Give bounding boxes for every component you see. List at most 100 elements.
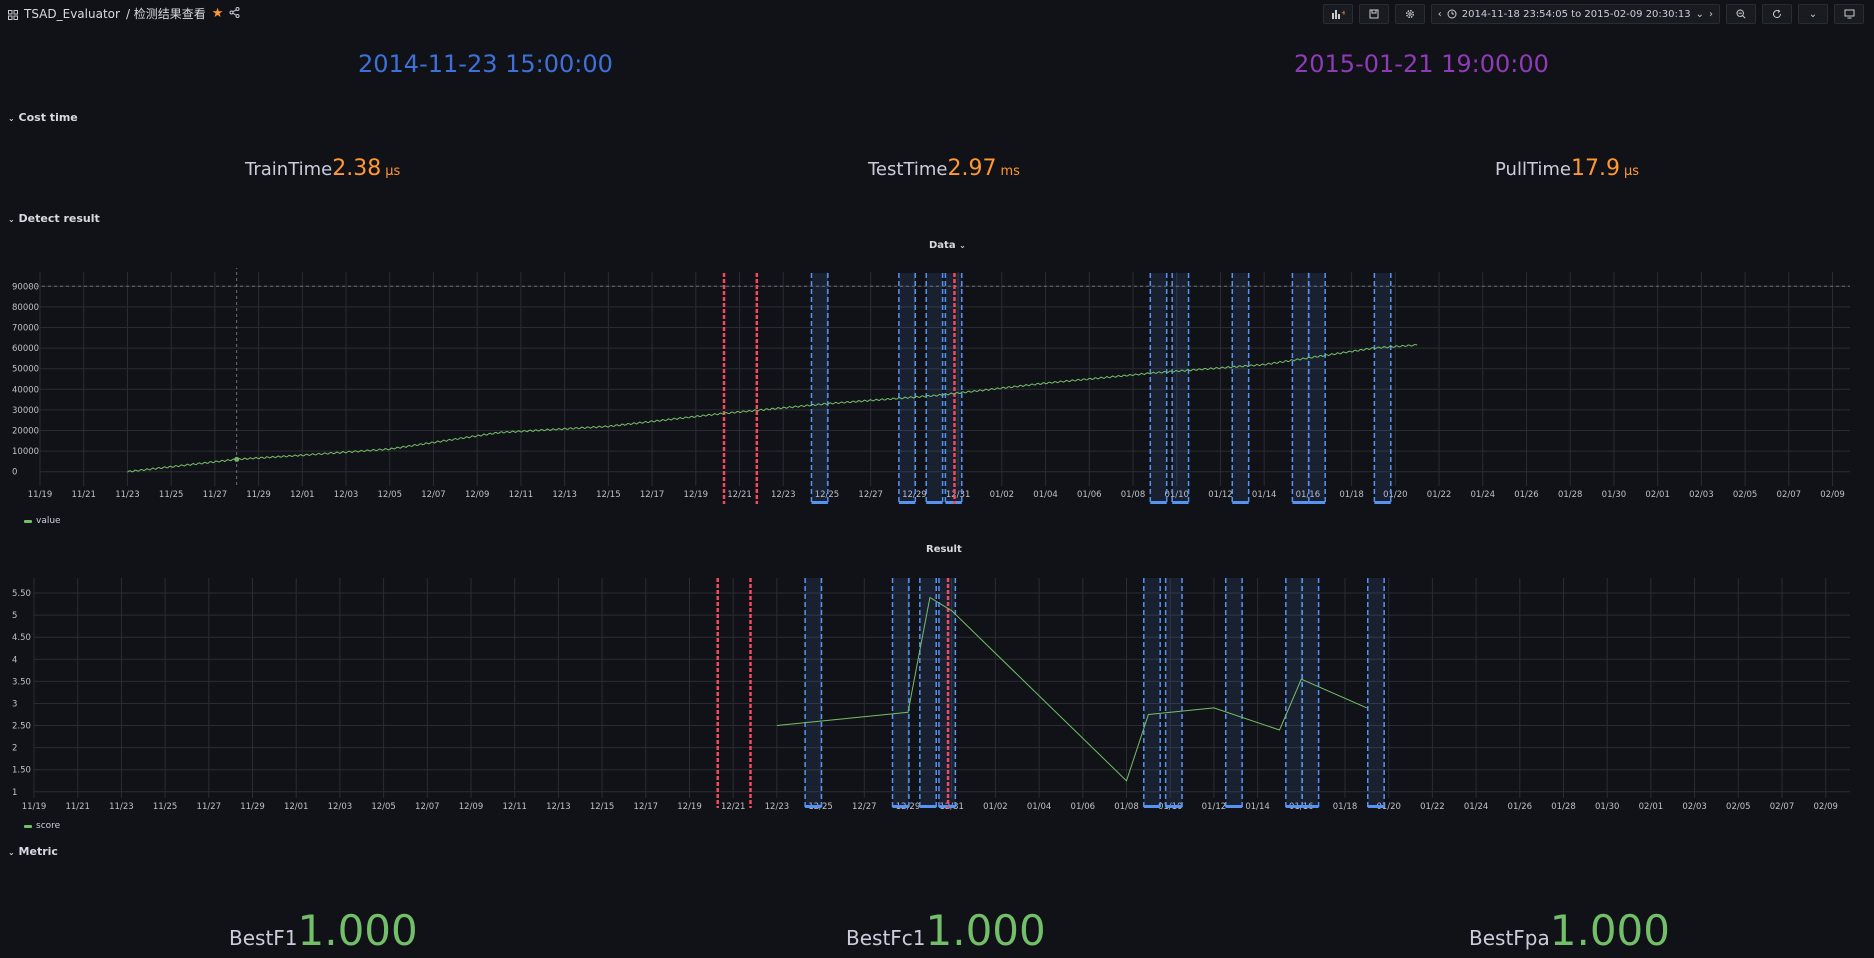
legend-item-score[interactable]: score xyxy=(24,821,60,831)
x-tick-label: 01/28 xyxy=(1558,490,1583,500)
y-tick-label: 4 xyxy=(12,655,17,665)
best-fc1-stat: BestFc1 1.000 xyxy=(846,906,1046,955)
x-tick-label: 02/01 xyxy=(1639,802,1664,812)
x-tick-label: 01/20 xyxy=(1376,802,1401,812)
x-tick-label: 12/07 xyxy=(415,802,440,812)
row-collapse-chevron-icon: ⌄ xyxy=(8,848,15,857)
row-collapse-chevron-icon: ⌄ xyxy=(8,114,15,123)
star-icon[interactable]: ★ xyxy=(211,6,224,21)
x-tick-label: 12/09 xyxy=(465,490,490,500)
anomaly-region xyxy=(1367,578,1385,808)
time-shift-back-icon[interactable]: ‹ xyxy=(1437,8,1442,20)
anomaly-region-marker xyxy=(1225,805,1243,808)
x-tick-label: 12/03 xyxy=(328,802,353,812)
x-tick-label: 01/18 xyxy=(1339,490,1364,500)
chevron-down-icon[interactable]: ⌄ xyxy=(1695,8,1704,20)
row-detect-result[interactable]: ⌄ Detect result xyxy=(8,212,100,225)
stat-value: 2.38 xyxy=(332,156,382,181)
x-tick-label: 01/14 xyxy=(1252,490,1277,500)
x-tick-label: 12/19 xyxy=(677,802,702,812)
anomaly-region xyxy=(1232,273,1249,504)
x-tick-label: 11/19 xyxy=(28,490,53,500)
time-range-label[interactable]: 2014-11-18 23:54:05 to 2015-02-09 20:30:… xyxy=(1461,8,1691,20)
stat-value: 1.000 xyxy=(1549,906,1670,955)
x-tick-label: 01/04 xyxy=(1027,802,1052,812)
toolbar: + ‹ 2014-11-18 23:54:05 to 2015-02-09 20… xyxy=(1322,4,1864,24)
row-metric[interactable]: ⌄ Metric xyxy=(8,845,58,858)
panel-title-data[interactable]: Data ⌄ xyxy=(929,240,966,251)
anomaly-region-marker xyxy=(1172,501,1189,504)
x-tick-label: 11/25 xyxy=(159,490,184,500)
x-tick-label: 11/25 xyxy=(153,802,178,812)
x-tick-label: 11/23 xyxy=(115,490,140,500)
top-bar: TSAD_Evaluator / 检测结果查看 ★ + ‹ 2014-11-18… xyxy=(0,0,1874,26)
x-tick-label: 01/06 xyxy=(1071,802,1096,812)
clock-icon xyxy=(1447,9,1457,19)
x-tick-label: 02/01 xyxy=(1645,490,1670,500)
stat-unit: µs xyxy=(1623,164,1640,179)
anomaly-region xyxy=(1172,273,1189,504)
y-tick-label: 10000 xyxy=(12,447,39,457)
x-tick-label: 11/21 xyxy=(65,802,90,812)
x-tick-label: 12/13 xyxy=(552,490,577,500)
y-tick-label: 1.50 xyxy=(12,766,31,776)
stat-unit: µs xyxy=(385,164,401,179)
tv-mode-icon[interactable] xyxy=(1834,4,1864,24)
x-tick-label: 11/29 xyxy=(240,802,265,812)
x-tick-label: 01/26 xyxy=(1514,490,1539,500)
x-tick-label: 01/02 xyxy=(990,490,1015,500)
x-tick-label: 01/08 xyxy=(1121,490,1146,500)
anomaly-region xyxy=(1374,273,1391,504)
stat-value: 1.000 xyxy=(297,906,418,955)
anomaly-region xyxy=(1285,578,1303,808)
data-chart[interactable]: 0 10000 20000 30000 40000 50000 60000 70000 8000… xyxy=(0,268,1874,518)
zoom-out-icon[interactable] xyxy=(1726,4,1756,24)
share-icon[interactable] xyxy=(229,6,240,21)
x-tick-label: 01/24 xyxy=(1464,802,1489,812)
result-chart[interactable]: 1 1.50 2 2.50 3 3.50 4 4.50 5 5.50 11/19 11/21 11/23… xyxy=(0,572,1874,822)
x-tick-label: 12/25 xyxy=(815,490,840,500)
anomaly-region xyxy=(1308,273,1326,504)
anomaly-region-marker xyxy=(1232,501,1249,504)
anomaly-region xyxy=(1292,273,1309,504)
stat-unit: ms xyxy=(1000,164,1020,179)
x-tick-label: 11/21 xyxy=(71,490,96,500)
x-tick-label: 12/23 xyxy=(771,490,796,500)
anomaly-region xyxy=(919,578,937,808)
legend-item-value[interactable]: value xyxy=(24,516,61,526)
anomaly-region-marker xyxy=(1285,805,1303,808)
add-panel-button[interactable]: + xyxy=(1322,4,1353,24)
refresh-icon[interactable] xyxy=(1762,4,1792,24)
x-tick-label: 01/22 xyxy=(1427,490,1452,500)
time-shift-forward-icon[interactable]: › xyxy=(1709,8,1713,20)
save-icon[interactable] xyxy=(1358,4,1389,24)
x-tick-label: 01/14 xyxy=(1245,802,1270,812)
stat-value: 2.97 xyxy=(947,156,997,181)
x-tick-label: 02/09 xyxy=(1813,802,1838,812)
x-tick-label: 01/20 xyxy=(1383,490,1408,500)
start-time-stat: 2014-11-23 15:00:00 xyxy=(358,50,613,78)
y-tick-label: 40000 xyxy=(12,385,39,395)
refresh-interval-chevron-icon[interactable]: ⌄ xyxy=(1798,4,1828,24)
x-tick-label: 11/19 xyxy=(22,802,47,812)
stat-label: TrainTime xyxy=(245,159,333,180)
x-tick-label: 11/27 xyxy=(203,490,228,500)
y-tick-label: 60000 xyxy=(12,344,39,354)
x-tick-label: 12/31 xyxy=(946,490,971,500)
y-tick-label: 50000 xyxy=(12,365,39,375)
x-tick-label: 01/08 xyxy=(1114,802,1139,812)
x-tick-label: 12/17 xyxy=(640,490,665,500)
train-time-stat: TrainTime 2.38 µs xyxy=(245,156,400,181)
row-cost-time[interactable]: ⌄ Cost time xyxy=(8,111,78,124)
dashboard-title[interactable]: / 检测结果查看 xyxy=(125,7,206,21)
y-tick-label: 0 xyxy=(12,468,17,478)
folder-title[interactable]: TSAD_Evaluator xyxy=(24,6,120,21)
panel-menu-chevron-icon: ⌄ xyxy=(959,241,966,250)
time-range-picker[interactable]: ‹ 2014-11-18 23:54:05 to 2015-02-09 20:3… xyxy=(1430,4,1720,24)
x-tick-label: 02/03 xyxy=(1689,490,1714,500)
panel-title-result[interactable]: Result xyxy=(926,544,962,555)
y-tick-label: 2 xyxy=(12,744,17,754)
settings-gear-icon[interactable] xyxy=(1394,4,1425,24)
dashboards-grid-icon[interactable] xyxy=(8,9,18,20)
x-tick-label: 01/30 xyxy=(1602,490,1627,500)
